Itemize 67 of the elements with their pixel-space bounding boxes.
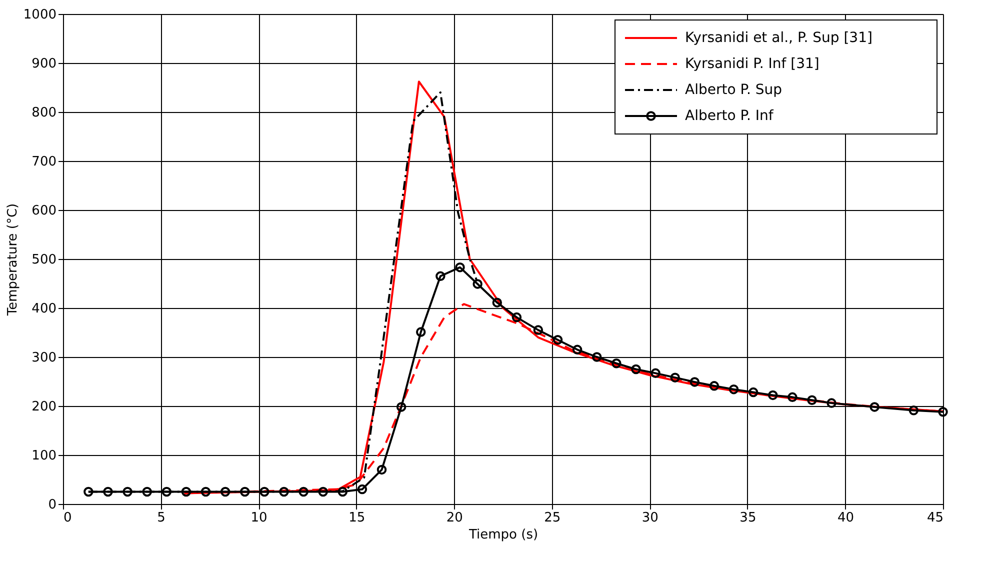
point [200,486,211,497]
legend-label: Alberto P. Inf [685,108,774,124]
y-tick-label: 200 [32,400,56,414]
point [357,484,368,494]
y-tick-label: 500 [32,252,56,268]
point [162,486,172,497]
x-tick-label: 45 [926,510,944,526]
point [592,352,602,362]
point [318,486,328,497]
x-tick-label: 10 [250,510,268,526]
point [631,364,641,374]
point [240,486,250,497]
point [455,262,465,272]
x-tick-label: 25 [544,510,561,526]
point [612,358,622,368]
point [279,486,289,497]
point [709,381,720,391]
point [748,387,758,398]
point [908,406,919,416]
point [807,395,817,405]
point [103,486,113,497]
point [436,271,446,282]
point [260,486,270,497]
x-axis-title: Tiempo (s) [468,528,538,542]
point [338,486,348,497]
y-tick-label: 700 [32,154,56,170]
y-tick-label: 100 [32,448,56,464]
point [298,486,308,497]
y-tick-label: 0 [48,498,56,512]
x-tick-label: 35 [740,510,756,526]
point [728,384,739,394]
y-tick-label: 1000 [23,8,56,22]
point [220,486,230,497]
legend-label: Alberto P. Sup [685,82,782,98]
x-tick-label: 40 [837,510,854,526]
point [650,368,660,378]
point [181,486,192,497]
point [870,402,880,412]
point [572,344,582,355]
point [416,327,426,337]
point [512,312,522,322]
point [396,402,406,412]
point [472,279,482,289]
x-tick-label: 15 [348,510,366,526]
point [826,398,836,408]
y-axis-title: Temperature (°C) [5,203,20,317]
point [552,334,563,345]
point [788,392,798,402]
point [492,298,502,308]
x-tick-label: 30 [642,510,658,526]
point [142,486,152,497]
x-tick-label: 5 [157,510,166,526]
x-tick-label: 0 [64,510,72,526]
y-tick-label: 300 [32,350,56,366]
point [122,486,132,497]
y-tick-label: 800 [32,106,56,120]
point [670,372,680,382]
y-tick-label: 900 [32,56,56,72]
point [690,377,700,387]
point [533,325,544,335]
y-tick-label: 400 [32,302,56,316]
point [376,464,387,475]
x-tick-label: 20 [446,510,463,526]
point [768,390,778,400]
legend-label: Kyrsanidi P. Inf [31] [685,56,820,72]
y-tick-label: 600 [32,204,56,218]
legend-label: Kyrsanidi et al., P. Sup [31] [685,30,872,46]
